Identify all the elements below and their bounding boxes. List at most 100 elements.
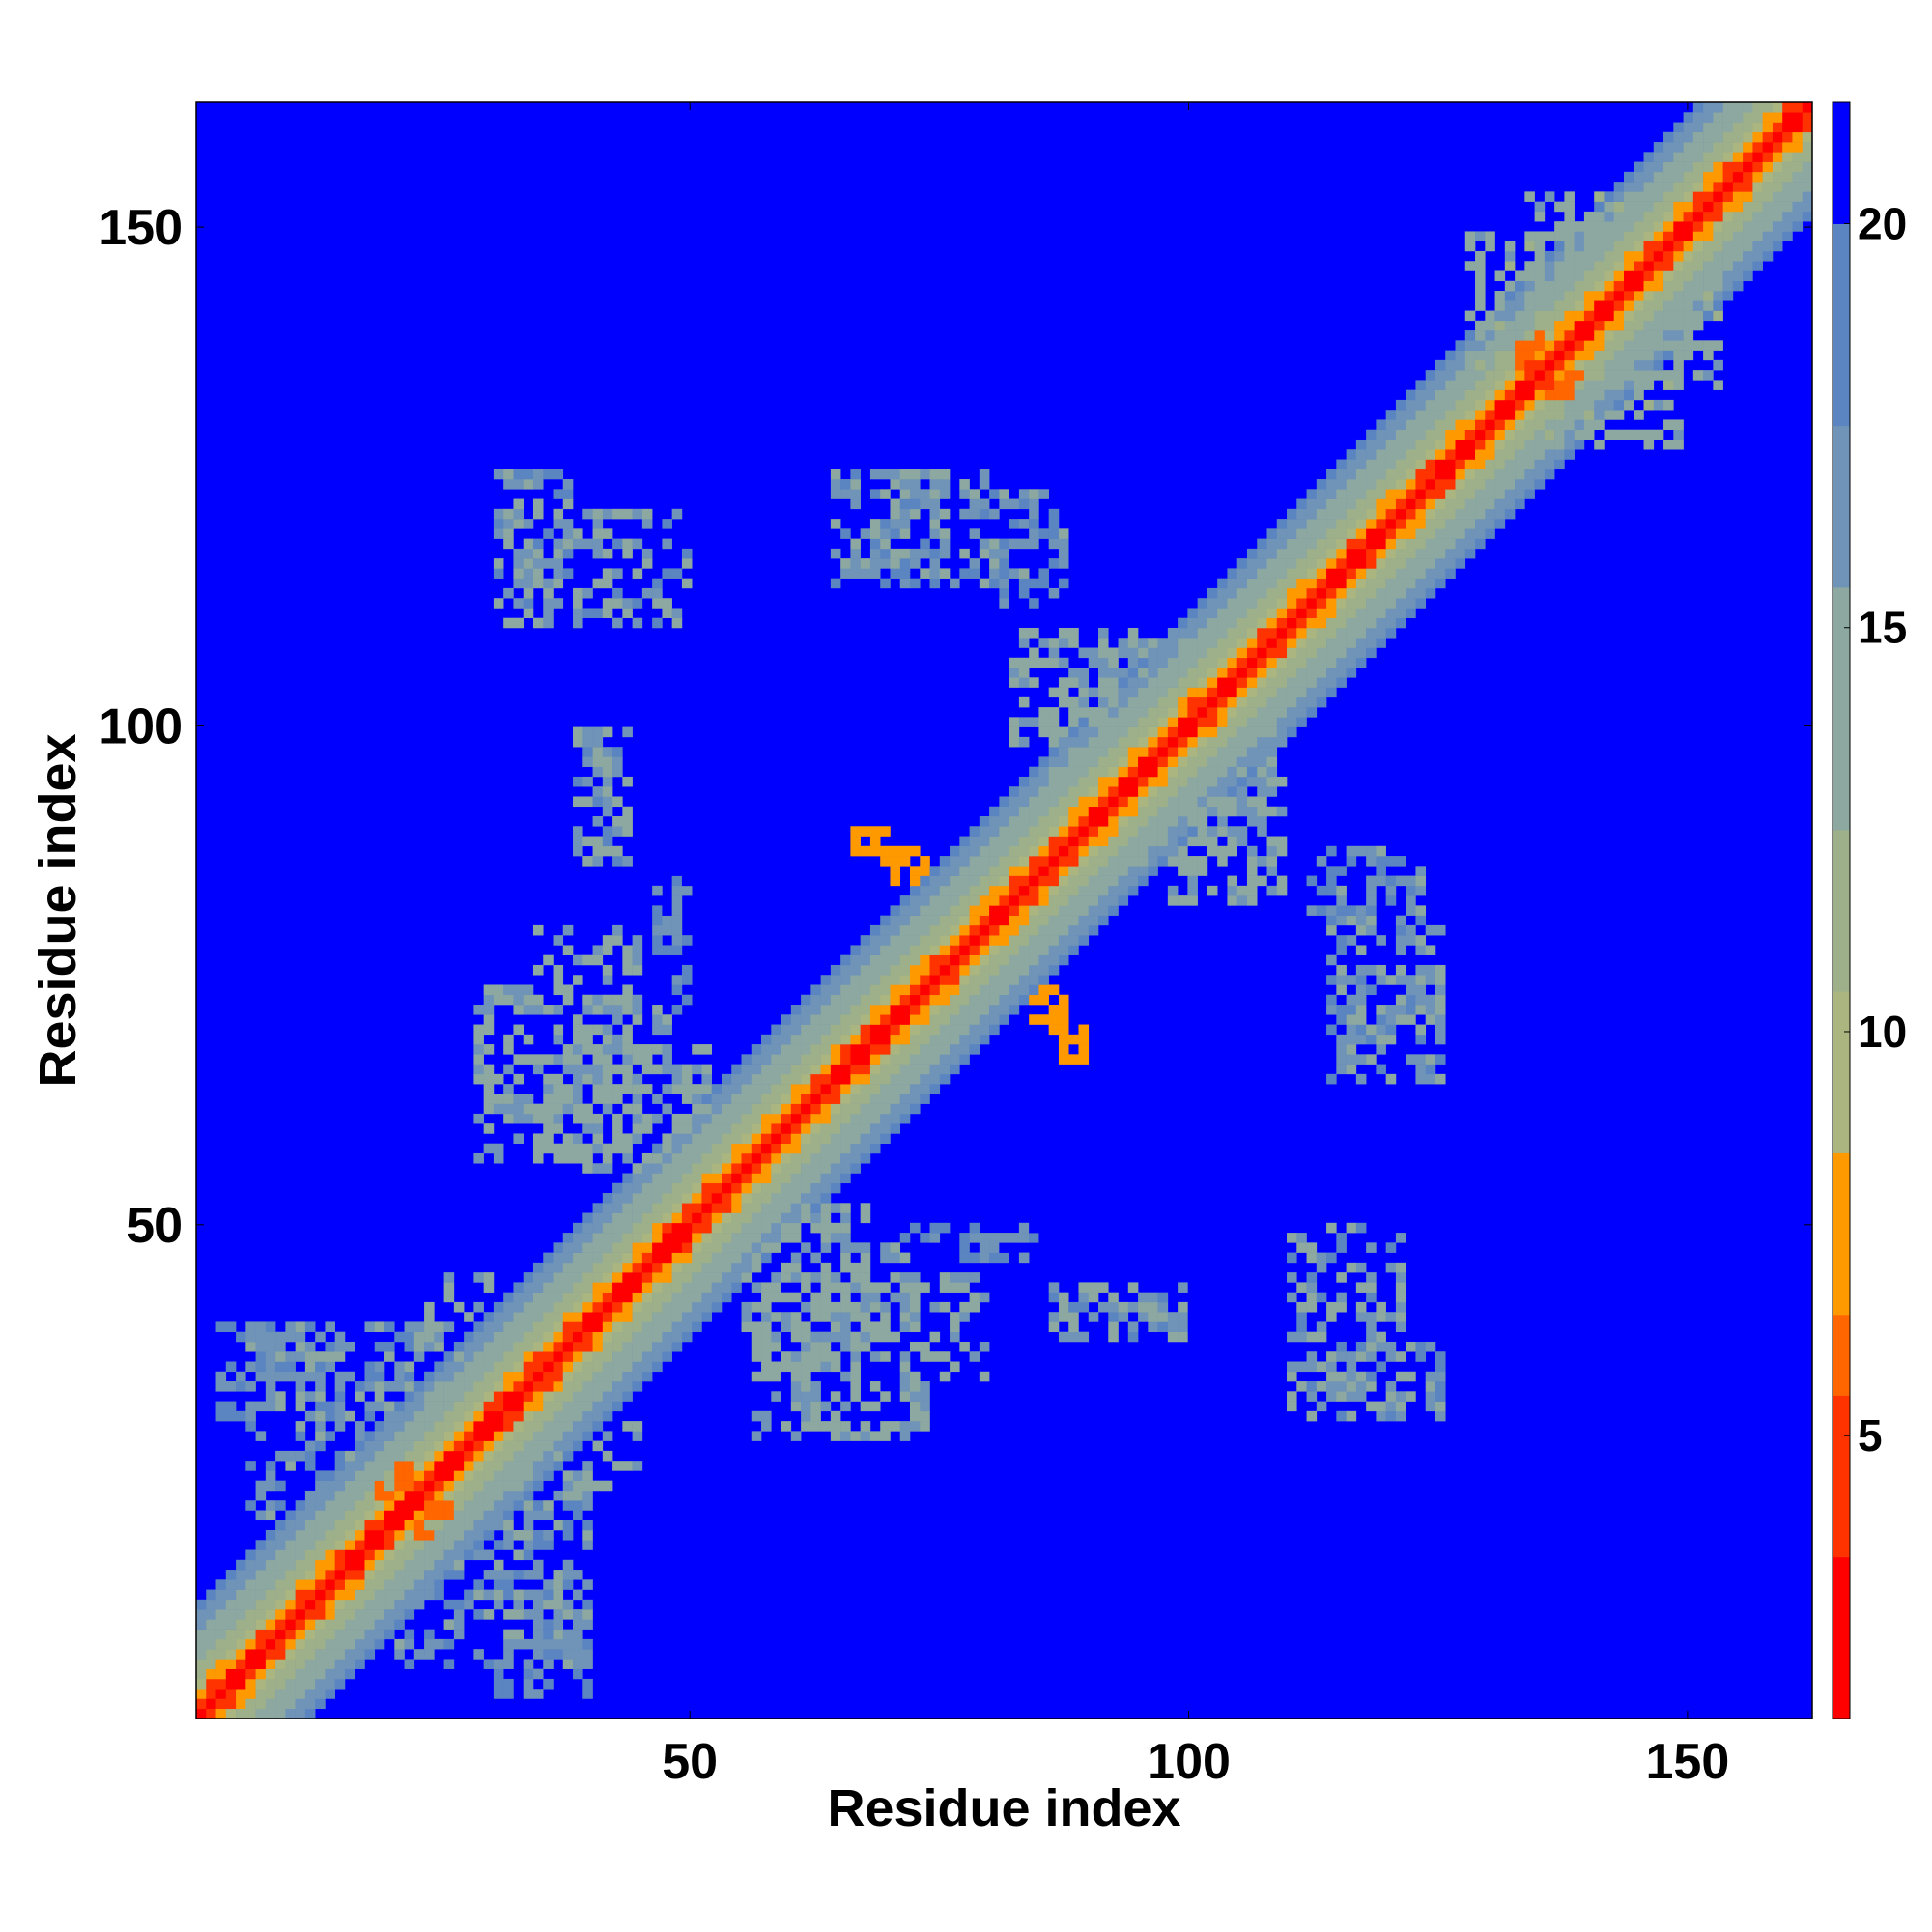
heatmap-cell bbox=[1018, 945, 1030, 955]
heatmap-cell bbox=[1018, 638, 1030, 648]
heatmap-cell bbox=[1287, 696, 1297, 708]
heatmap-cell bbox=[1029, 994, 1039, 1006]
heatmap-cell bbox=[1287, 519, 1297, 529]
heatmap-cell bbox=[553, 1391, 564, 1402]
heatmap-cell bbox=[304, 1649, 316, 1660]
heatmap-cell bbox=[1475, 410, 1486, 420]
heatmap-cell bbox=[810, 1292, 821, 1303]
heatmap-cell bbox=[1048, 1014, 1060, 1025]
heatmap-cell bbox=[295, 1381, 306, 1392]
heatmap-cell bbox=[880, 945, 891, 955]
heatmap-cell bbox=[1236, 668, 1248, 678]
heatmap-cell bbox=[1524, 241, 1535, 252]
heatmap-cell bbox=[1544, 330, 1555, 341]
heatmap-cell bbox=[325, 1480, 335, 1492]
heatmap-cell bbox=[989, 885, 1000, 896]
heatmap-cell bbox=[1326, 845, 1337, 857]
heatmap-cell bbox=[364, 1638, 376, 1650]
heatmap-cell bbox=[573, 1252, 583, 1264]
heatmap-cell bbox=[1544, 469, 1555, 480]
heatmap-cell bbox=[275, 1450, 286, 1462]
heatmap-cell bbox=[1574, 320, 1585, 331]
heatmap-cell bbox=[1187, 638, 1198, 648]
heatmap-cell bbox=[909, 1282, 921, 1293]
heatmap-cell bbox=[1425, 528, 1436, 539]
heatmap-cell bbox=[1018, 875, 1030, 887]
heatmap-cell bbox=[1207, 766, 1218, 778]
heatmap-cell bbox=[899, 1005, 911, 1015]
heatmap-cell bbox=[453, 1480, 465, 1492]
heatmap-cell bbox=[1029, 508, 1039, 520]
heatmap-cell bbox=[562, 1331, 574, 1343]
heatmap-cell bbox=[503, 587, 514, 599]
heatmap-cell bbox=[692, 1113, 702, 1124]
heatmap-cell bbox=[711, 1301, 723, 1313]
heatmap-cell bbox=[473, 1431, 484, 1441]
heatmap-cell bbox=[1266, 836, 1278, 847]
heatmap-cell bbox=[671, 1152, 683, 1164]
heatmap-cell bbox=[394, 1619, 405, 1630]
heatmap-cell bbox=[890, 558, 901, 569]
heatmap-cell bbox=[1326, 975, 1337, 985]
heatmap-cell bbox=[592, 1133, 604, 1144]
heatmap-cell bbox=[1157, 796, 1169, 808]
heatmap-cell bbox=[1266, 528, 1278, 539]
heatmap-cell bbox=[1178, 895, 1188, 906]
heatmap-cell bbox=[810, 1361, 821, 1373]
heatmap-cell bbox=[1464, 359, 1476, 371]
heatmap-cell bbox=[869, 1282, 881, 1293]
heatmap-cell bbox=[573, 1024, 583, 1036]
heatmap-cell bbox=[562, 1470, 574, 1481]
heatmap-cell bbox=[215, 1410, 227, 1422]
heatmap-cell bbox=[1464, 310, 1476, 322]
heatmap-cell bbox=[622, 1182, 633, 1194]
heatmap-cell bbox=[562, 1084, 574, 1094]
heatmap-cell bbox=[801, 1421, 811, 1432]
heatmap-cell bbox=[801, 1381, 811, 1392]
heatmap-cell bbox=[315, 1549, 326, 1561]
heatmap-cell bbox=[790, 1351, 802, 1362]
heatmap-cell bbox=[761, 1073, 772, 1085]
heatmap-cell bbox=[969, 528, 980, 539]
heatmap-cell bbox=[1098, 707, 1109, 718]
heatmap-cell bbox=[899, 548, 911, 559]
heatmap-cell bbox=[453, 1410, 465, 1422]
heatmap-cell bbox=[255, 1361, 267, 1373]
heatmap-cell bbox=[979, 1024, 990, 1036]
heatmap-cell bbox=[1306, 1292, 1318, 1303]
heatmap-cell bbox=[999, 1005, 1009, 1015]
heatmap-cell bbox=[1544, 291, 1555, 301]
heatmap-cell bbox=[1406, 1371, 1416, 1382]
heatmap-cell bbox=[711, 1094, 723, 1104]
heatmap-cell bbox=[523, 1659, 534, 1669]
heatmap-cell bbox=[1088, 1282, 1099, 1293]
heatmap-cell bbox=[1564, 280, 1575, 292]
heatmap-cell bbox=[1157, 836, 1169, 847]
heatmap-cell bbox=[543, 528, 554, 539]
heatmap-cell bbox=[810, 1173, 821, 1184]
heatmap-cell bbox=[671, 1262, 683, 1273]
heatmap-cell bbox=[532, 964, 544, 976]
heatmap-cell bbox=[543, 608, 554, 619]
heatmap-cells bbox=[196, 102, 1813, 1719]
heatmap-cell bbox=[622, 815, 633, 827]
heatmap-cell bbox=[929, 1044, 941, 1055]
heatmap-cell bbox=[1246, 815, 1258, 827]
heatmap-cell bbox=[1306, 1361, 1318, 1373]
heatmap-cell bbox=[1038, 945, 1049, 955]
heatmap-cell bbox=[959, 975, 970, 985]
heatmap-cell bbox=[1088, 826, 1099, 837]
heatmap-cell bbox=[1078, 915, 1090, 926]
heatmap-cell bbox=[553, 1024, 564, 1036]
heatmap-cell bbox=[840, 1143, 851, 1154]
heatmap-cell bbox=[1038, 717, 1049, 727]
heatmap-cell bbox=[1326, 568, 1337, 579]
heatmap-cell bbox=[1544, 449, 1555, 460]
heatmap-cell bbox=[622, 826, 633, 837]
heatmap-cell bbox=[929, 964, 941, 976]
heatmap-cell bbox=[602, 747, 613, 757]
heatmap-cell bbox=[443, 1431, 455, 1441]
heatmap-cell bbox=[701, 1222, 713, 1234]
heatmap-cell bbox=[929, 885, 941, 896]
heatmap-cell bbox=[384, 1629, 395, 1640]
